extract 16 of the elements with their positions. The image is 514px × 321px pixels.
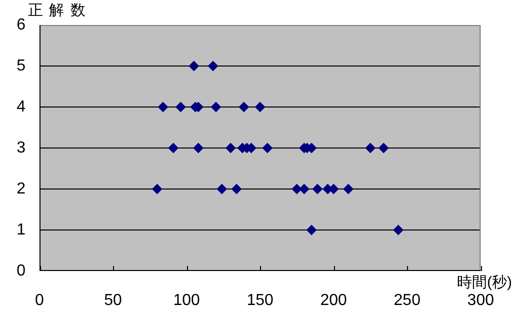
y-tick-label: 2 bbox=[16, 180, 26, 198]
y-tick-label: 3 bbox=[16, 139, 26, 156]
x-tick-label: 250 bbox=[394, 292, 421, 310]
y-tick-label: 6 bbox=[16, 16, 26, 34]
x-tick-label: 200 bbox=[320, 292, 348, 310]
x-tick-label: 0 bbox=[35, 292, 44, 310]
x-axis-title: 時間(秒) bbox=[457, 273, 512, 292]
x-tick-label: 50 bbox=[104, 292, 122, 310]
x-tick-label: 100 bbox=[173, 292, 200, 310]
y-tick-label: 4 bbox=[16, 98, 26, 116]
x-tick-label: 150 bbox=[246, 292, 274, 310]
x-tick-label: 300 bbox=[467, 292, 494, 310]
y-axis-title: 正 解 数 bbox=[28, 1, 86, 20]
y-tick-label: 5 bbox=[16, 57, 26, 74]
y-tick-label: 0 bbox=[16, 262, 26, 280]
y-tick-label: 1 bbox=[16, 221, 26, 238]
